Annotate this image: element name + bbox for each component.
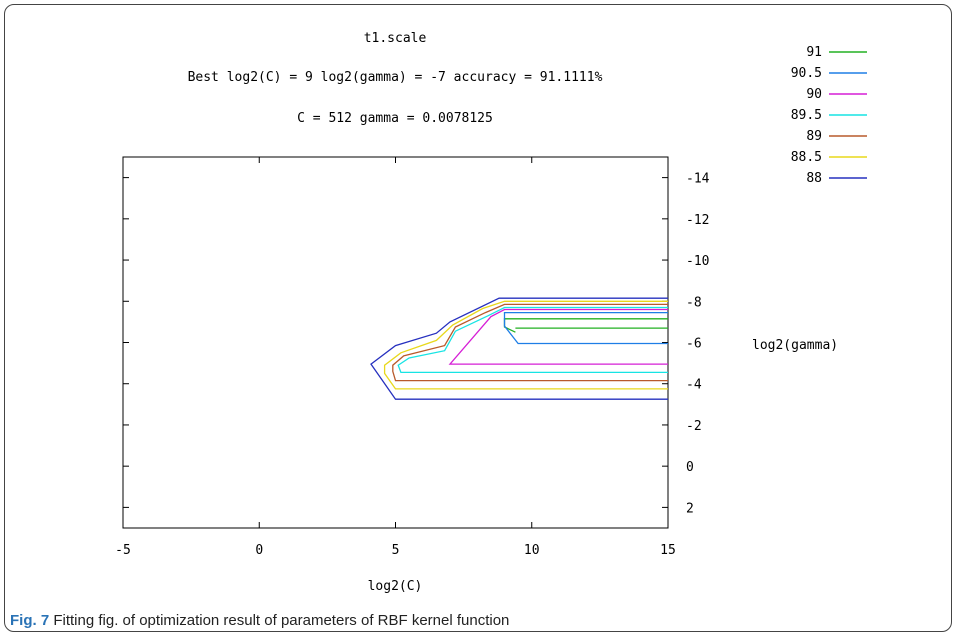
y-tick-label-3: -8 xyxy=(686,295,702,310)
caption-text: Fitting fig. of optimization result of p… xyxy=(53,612,510,629)
legend: 91 90.5 90 89.5 89 88.5 88 xyxy=(791,45,867,186)
y-tick-label-2: -10 xyxy=(686,254,709,269)
legend-label-89-5: 89.5 xyxy=(791,108,822,123)
legend-label-89: 89 xyxy=(806,129,822,144)
contour-line-90-5 xyxy=(503,311,668,345)
figure-frame xyxy=(4,4,952,632)
x-axis-ticks: -5 0 5 10 15 xyxy=(115,157,676,558)
x-tick-label-1: 0 xyxy=(255,543,263,558)
y-axis-ticks: -14 -12 -10 -8 -6 -4 -2 0 2 xyxy=(123,172,710,516)
y-tick-label-5: -4 xyxy=(686,378,702,393)
x-tick-label-2: 5 xyxy=(392,543,400,558)
contour-lines xyxy=(370,297,668,400)
contour-line-90 xyxy=(448,308,668,365)
x-tick-label-4: 15 xyxy=(660,543,676,558)
legend-label-90: 90 xyxy=(806,87,822,102)
y-tick-label-7: 0 xyxy=(686,460,694,475)
chart-subtitle-params: C = 512 gamma = 0.0078125 xyxy=(297,111,493,126)
x-tick-label-0: -5 xyxy=(115,543,131,558)
legend-label-88-5: 88.5 xyxy=(791,150,822,165)
y-tick-label-8: 2 xyxy=(686,501,694,516)
y-tick-label-0: -14 xyxy=(686,172,710,187)
legend-label-88: 88 xyxy=(806,171,822,186)
contour-line-88 xyxy=(370,297,668,400)
plot-area-border xyxy=(122,156,669,529)
legend-label-91: 91 xyxy=(806,45,822,60)
y-tick-label-4: -6 xyxy=(686,337,702,352)
chart-title: t1.scale xyxy=(364,31,427,46)
y-tick-label-6: -2 xyxy=(686,419,702,434)
legend-label-90-5: 90.5 xyxy=(791,66,822,81)
chart-subtitle-best: Best log2(C) = 9 log2(gamma) = -7 accura… xyxy=(188,70,603,85)
x-axis-label: log2(C) xyxy=(368,579,423,594)
contour-line-88-5 xyxy=(383,300,668,390)
caption-label: Fig. 7 xyxy=(10,612,50,629)
y-tick-label-1: -12 xyxy=(686,213,709,228)
y-axis-label: log2(gamma) xyxy=(752,338,838,353)
contour-line-89-5 xyxy=(397,306,668,374)
figure-caption: Fig. 7 Fitting fig. of optimization resu… xyxy=(10,612,509,629)
x-tick-label-3: 10 xyxy=(524,543,540,558)
contour-line-91 xyxy=(503,318,668,333)
contour-line-89 xyxy=(392,303,668,382)
